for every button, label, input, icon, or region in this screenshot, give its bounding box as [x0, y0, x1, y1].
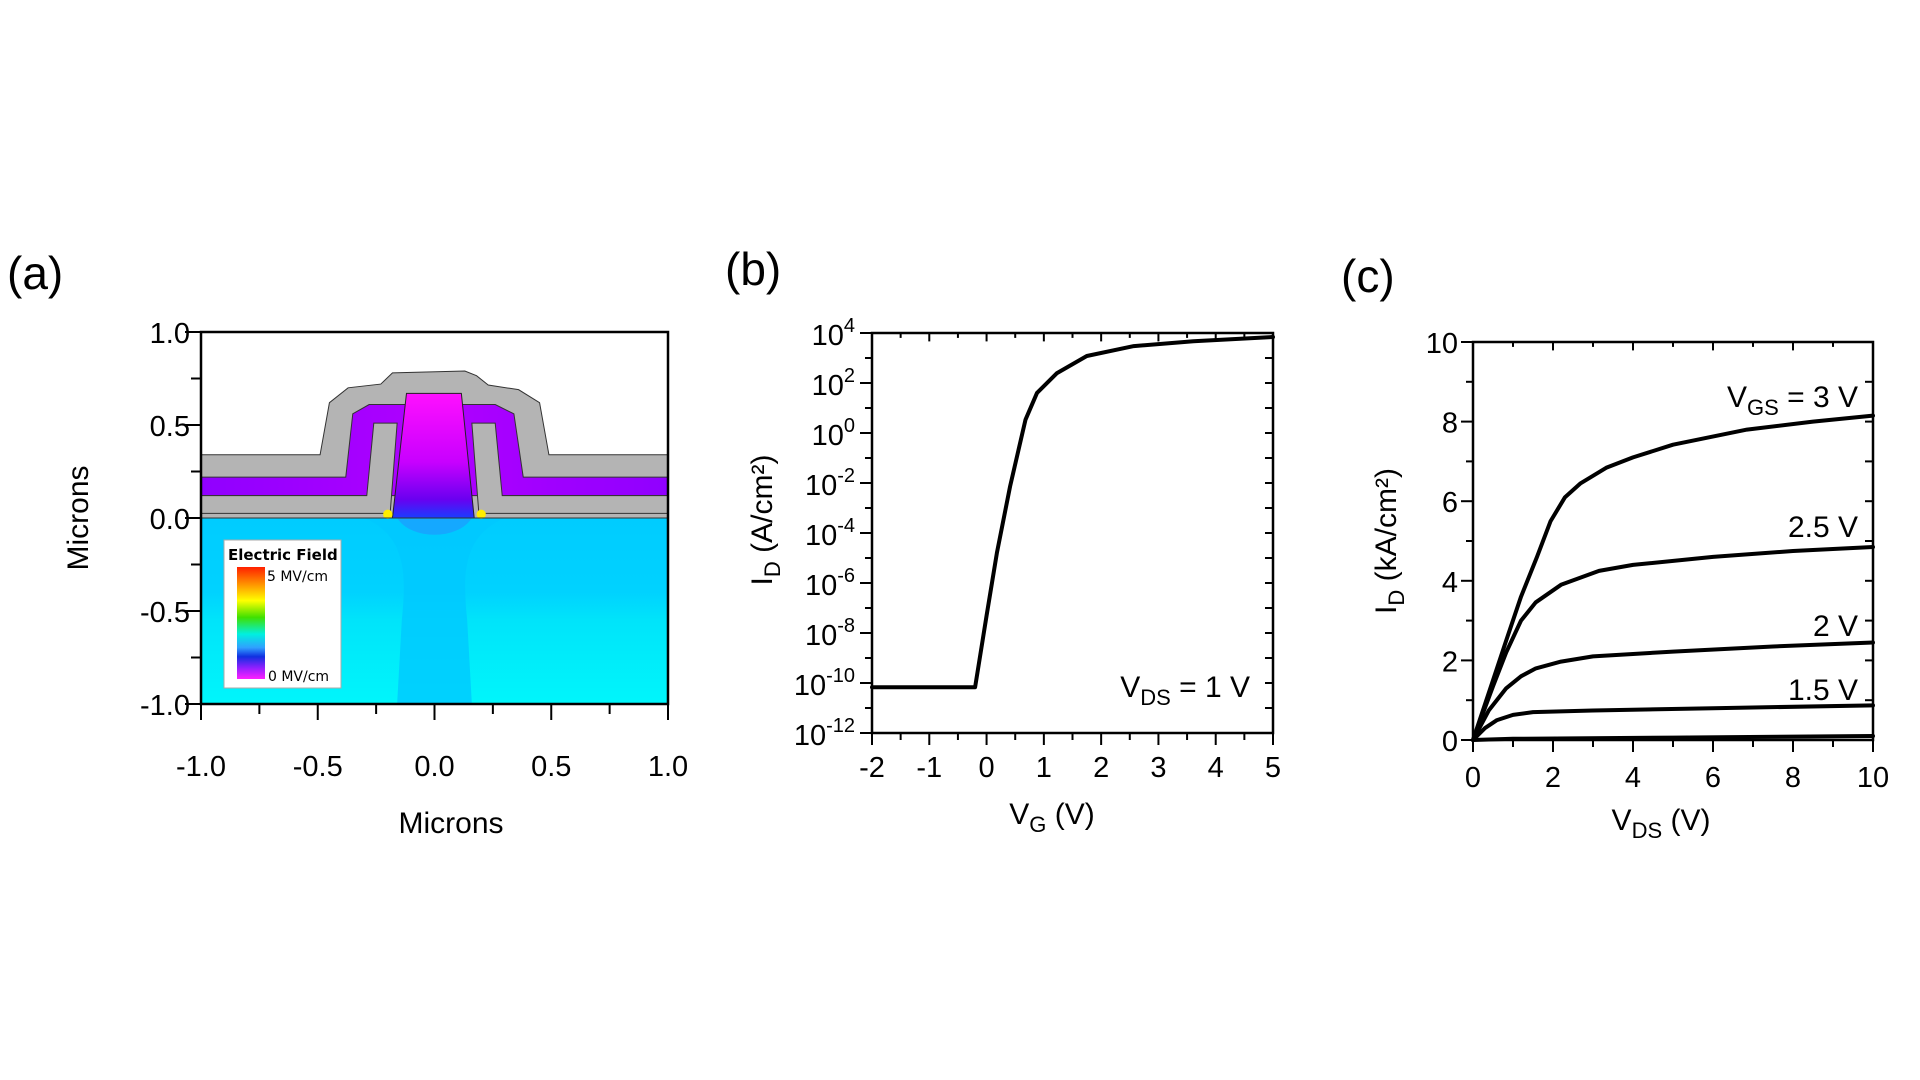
x-tick-label: -0.5: [293, 751, 343, 783]
y-tick-label: 10-12: [794, 715, 855, 752]
y-tick-label: 10-8: [805, 615, 855, 652]
legend-min: 0 MV/cm: [268, 669, 329, 685]
x-tick-label: 6: [1705, 762, 1721, 794]
series-line-0: [870, 335, 1275, 690]
panel-c: (c) 0 2 4 6 8 10 0 2 4 6 8 10 VDS (V) ID (kA/cm²) V…: [1341, 250, 1889, 843]
y-tick-label: 100: [812, 415, 855, 452]
x-tick-label: 10: [1857, 762, 1889, 794]
y-tick-label: 0: [1442, 726, 1458, 758]
y-tick-label: 0.0: [150, 504, 190, 536]
x-axis-label-c: VDS (V): [1612, 804, 1711, 843]
x-tick-label: 2: [1545, 762, 1561, 794]
y-tick-label: 1.0: [150, 318, 190, 350]
x-tick-label: -1: [916, 752, 942, 784]
x-tick-label: -1.0: [176, 751, 226, 783]
y-tick-label: 10-2: [805, 465, 855, 502]
y-tick-label: 10-10: [794, 665, 855, 702]
legend-max: 5 MV/cm: [267, 569, 328, 585]
x-axis-label-a: Microns: [398, 807, 503, 840]
x-tick-label: 4: [1625, 762, 1641, 794]
hotspot-right: [476, 509, 486, 519]
field-plume-core: [397, 518, 472, 535]
field-legend: Electric Field 5 MV/cm 0 MV/cm: [223, 539, 342, 689]
series-label-vgs-3: VGS = 3 V: [1727, 381, 1858, 420]
y-tick-label: 104: [812, 315, 855, 352]
x-axis-label-b: VG (V): [1009, 798, 1094, 837]
y-tick-label: 6: [1442, 487, 1458, 519]
axes-c: 0 2 4 6 8 10 0 2 4 6 8 10: [1426, 328, 1889, 794]
x-tick-label: 0.5: [531, 751, 571, 783]
panel-a: (a) Electric Field 5 MV/cm 0 MV/cm -1.0-…: [7, 247, 688, 840]
series-line-3: [1471, 703, 1875, 742]
x-tick-label: -2: [859, 752, 885, 784]
y-tick-label: 10-4: [805, 515, 855, 552]
axes-b: -2 -1 0 1 2 3 4 5 104 102 100 10-2 10-4 10-6 10-8 10-10…: [794, 315, 1281, 784]
series-line-2: [1471, 640, 1875, 742]
axes-a: -1.0 -0.5 0.0 0.5 1.0 1.0 0.5 0.0 -0.5 -1.0: [140, 318, 688, 783]
y-axis-label-c: ID (kA/cm²): [1370, 468, 1409, 614]
panel-label-b: (b): [725, 243, 781, 295]
series-label-2: 2 V: [1813, 610, 1858, 643]
series-line-0: [1471, 413, 1875, 742]
x-tick-label: 8: [1785, 762, 1801, 794]
series-line-4: [1471, 734, 1875, 742]
y-tick-label: 0.5: [150, 411, 190, 443]
panel-label-a: (a): [7, 247, 63, 299]
hotspot-left: [383, 509, 393, 519]
x-tick-label: 1: [1036, 752, 1052, 784]
y-tick-label: 8: [1442, 408, 1458, 440]
x-tick-label: 3: [1150, 752, 1166, 784]
y-tick-label: 10-6: [805, 565, 855, 602]
device-cross-section: [201, 371, 668, 704]
x-tick-label: 0: [979, 752, 995, 784]
x-tick-label: 0.0: [414, 751, 454, 783]
y-tick-label: -0.5: [140, 597, 190, 629]
y-tick-label: -1.0: [140, 690, 190, 722]
series-line-1: [1471, 545, 1875, 742]
y-axis-label-b: ID (A/cm²): [746, 455, 785, 586]
x-tick-label: 4: [1208, 752, 1224, 784]
y-tick-label: 102: [812, 365, 855, 402]
y-tick-label: 4: [1442, 567, 1458, 599]
panel-b: (b) -2 -1 0 1 2 3 4 5 104 102 100 10-2 10-4 10-6 10-8 1…: [725, 243, 1281, 837]
y-tick-label: 10: [1426, 328, 1458, 360]
legend-title: Electric Field: [228, 546, 338, 564]
vds-annotation: VDS = 1 V: [1120, 671, 1250, 710]
series-label-2-5: 2.5 V: [1788, 511, 1858, 544]
x-tick-label: 0: [1465, 762, 1481, 794]
x-tick-label: 2: [1093, 752, 1109, 784]
x-tick-label: 1.0: [648, 751, 688, 783]
panel-label-c: (c): [1341, 250, 1395, 302]
color-bar: [237, 567, 265, 679]
x-tick-label: 5: [1265, 752, 1281, 784]
y-tick-label: 2: [1442, 646, 1458, 678]
field-plume: [364, 518, 505, 704]
gate: [392, 393, 474, 518]
y-axis-label-a: Microns: [62, 465, 95, 570]
series-label-1-5: 1.5 V: [1788, 674, 1858, 707]
